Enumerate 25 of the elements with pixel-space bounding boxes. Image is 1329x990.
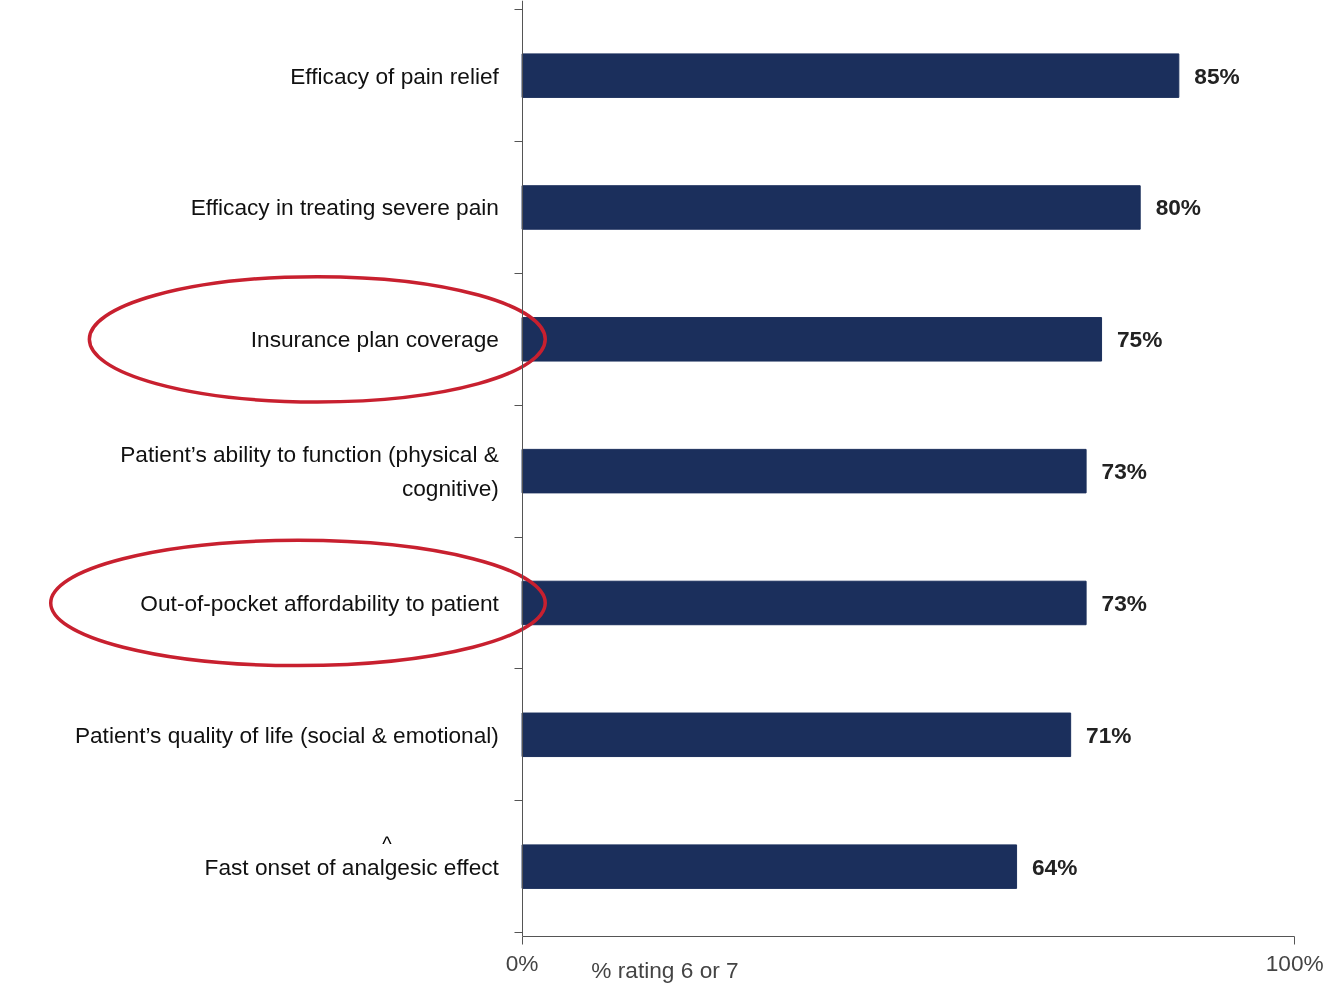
bar — [521, 448, 1087, 494]
y-tick-label: Efficacy of pain relief — [290, 62, 500, 89]
y-tick-label: Insurance plan coverage — [250, 326, 499, 353]
y-tick-label: Efficacy in treating severe pain — [190, 194, 499, 221]
data-label: 73% — [1101, 458, 1147, 485]
bar — [521, 317, 1103, 362]
data-label: 75% — [1117, 326, 1163, 353]
bar — [521, 185, 1141, 230]
bar — [521, 844, 1018, 889]
y-tick-label: Fast onset of analgesic effect — [204, 853, 500, 880]
y-tick-label: Patient’s quality of life (social & emotional) — [74, 721, 499, 748]
x-tick-label: 0% — [505, 949, 539, 976]
x-tick-label: 100% — [1265, 949, 1324, 976]
bar — [521, 712, 1072, 758]
text: ^ — [382, 833, 393, 856]
y-tick-label: Patient’s ability to function (physical & cognitive) — [120, 441, 499, 502]
data-label: 64% — [1032, 853, 1078, 880]
data-label: 73% — [1101, 589, 1147, 616]
data-label: 85% — [1194, 62, 1240, 89]
bar — [521, 580, 1087, 626]
data-label: 71% — [1086, 721, 1132, 748]
y-tick-label: Out-of-pocket affordability to patient — [140, 589, 500, 616]
bar — [521, 53, 1180, 98]
x-axis-title: % rating 6 or 7 — [591, 956, 739, 983]
data-label: 80% — [1155, 194, 1202, 221]
